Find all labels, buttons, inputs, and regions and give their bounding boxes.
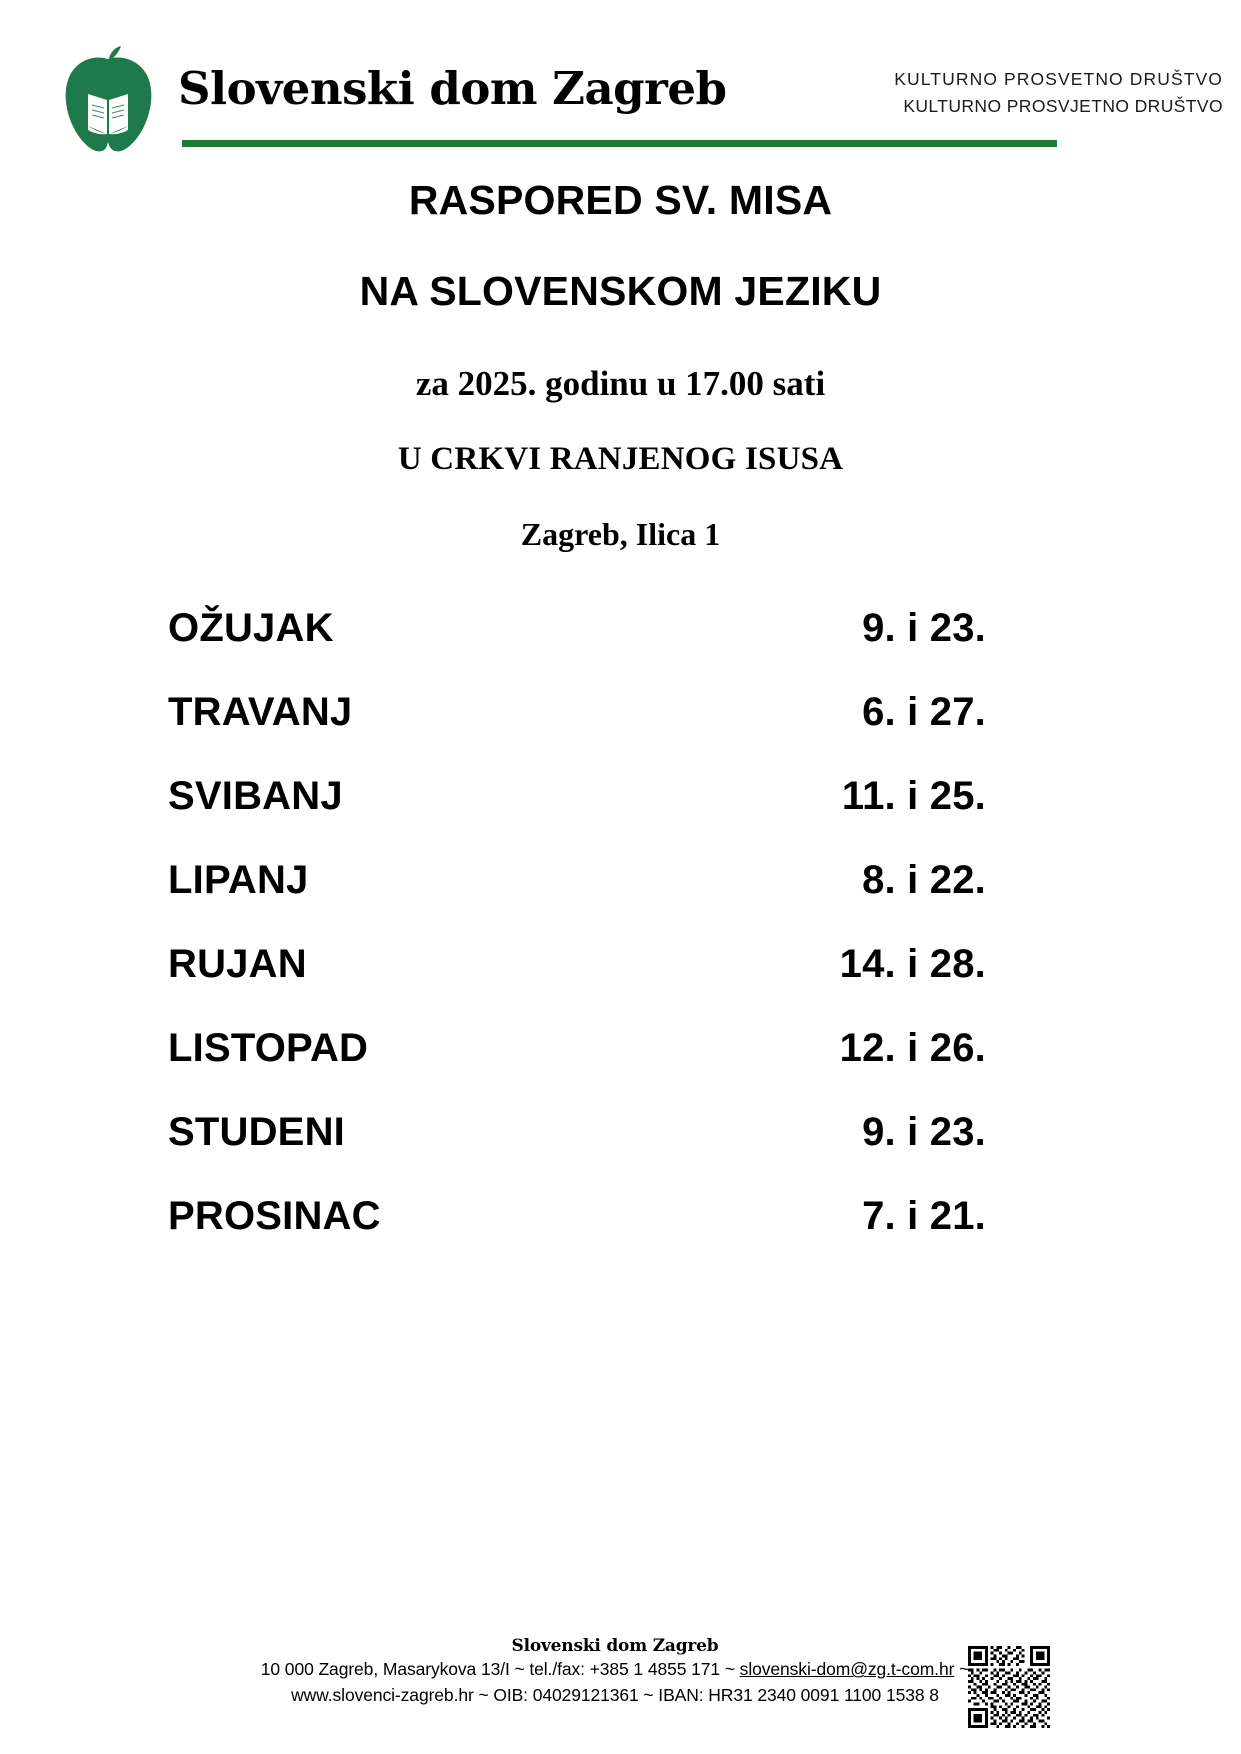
org-subtitle-block: KULTURNO PROSVETNO DRUŠTVO KULTURNO PROS… [894, 66, 1223, 119]
schedule-row: RUJAN 14. i 28. [168, 942, 986, 1026]
org-subtitle-slovene: KULTURNO PROSVETNO DRUŠTVO [894, 69, 1223, 89]
schedule-row: PROSINAC 7. i 21. [168, 1194, 986, 1278]
schedule-row: STUDENI 9. i 23. [168, 1110, 986, 1194]
schedule-dates: 9. i 23. [862, 606, 986, 650]
schedule-row: SVIBANJ 11. i 25. [168, 774, 986, 858]
schedule-month: LISTOPAD [168, 1026, 369, 1070]
footer-contact-line-2: www.slovenci-zagreb.hr ~ OIB: 0402912136… [291, 1684, 939, 1705]
schedule-month: LIPANJ [168, 858, 309, 902]
footer-address-phone: 10 000 Zagreb, Masarykova 13/I ~ tel./fa… [260, 1659, 740, 1680]
schedule-dates: 12. i 26. [839, 1026, 986, 1070]
schedule-dates: 11. i 25. [841, 774, 986, 818]
mass-schedule-list: OŽUJAK 9. i 23. TRAVANJ 6. i 27. SVIBANJ… [168, 606, 986, 1278]
schedule-month: SVIBANJ [168, 774, 343, 818]
schedule-month: RUJAN [168, 942, 307, 986]
schedule-row: OŽUJAK 9. i 23. [168, 606, 986, 690]
poster-subtitle-address: Zagreb, Ilica 1 [520, 516, 721, 552]
schedule-month: STUDENI [168, 1110, 345, 1154]
schedule-month: PROSINAC [168, 1194, 381, 1238]
apple-with-open-book-logo [62, 46, 154, 154]
schedule-dates: 8. i 22. [862, 858, 986, 902]
schedule-row: LISTOPAD 12. i 26. [168, 1026, 986, 1110]
schedule-dates: 6. i 27. [862, 690, 986, 734]
footer-contact-line-1: 10 000 Zagreb, Masarykova 13/I ~ tel./fa… [115, 1657, 1115, 1682]
poster-title-line-1: RASPORED SV. MISA [408, 177, 833, 223]
org-name: Slovenski dom Zagreb [178, 62, 727, 115]
footer-org-name: Slovenski dom Zagreb [511, 1636, 719, 1656]
qr-code[interactable] [968, 1646, 1050, 1728]
header-divider-rule [182, 140, 1057, 147]
schedule-month: TRAVANJ [168, 690, 353, 734]
poster-subtitle-year-time: za 2025. godinu u 17.00 sati [415, 364, 826, 403]
poster-title-line-2: NA SLOVENSKOM JEZIKU [359, 268, 882, 314]
schedule-dates: 7. i 21. [862, 1194, 986, 1238]
schedule-row: TRAVANJ 6. i 27. [168, 690, 986, 774]
schedule-dates: 9. i 23. [862, 1110, 986, 1154]
schedule-row: LIPANJ 8. i 22. [168, 858, 986, 942]
org-subtitle-croatian: KULTURNO PROSVJETNO DRUŠTVO [903, 95, 1223, 116]
page-header: Slovenski dom Zagreb KULTURNO PROSVETNO … [0, 0, 1241, 160]
schedule-month: OŽUJAK [168, 606, 334, 650]
title-block: RASPORED SV. MISA NA SLOVENSKOM JEZIKU z… [0, 177, 1241, 552]
poster-subtitle-church: U CRKVI RANJENOG ISUSA [397, 441, 844, 477]
footer-email-link[interactable]: slovenski-dom@zg.t-com.hr [739, 1659, 955, 1680]
page-footer: Slovenski dom Zagreb 10 000 Zagreb, Masa… [0, 1636, 1241, 1708]
schedule-dates: 14. i 28. [839, 942, 986, 986]
footer-line1-tail: ~ [954, 1659, 970, 1680]
